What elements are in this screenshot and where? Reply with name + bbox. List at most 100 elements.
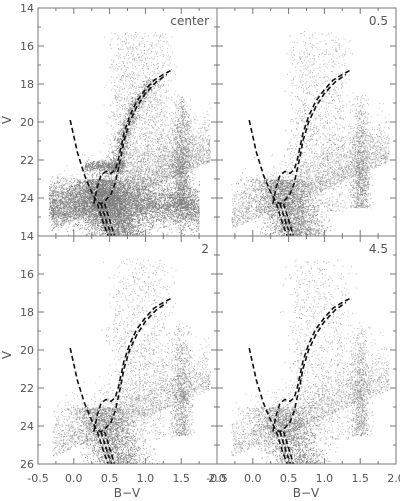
star-point (128, 72, 130, 74)
star-point (146, 202, 148, 204)
star-point (53, 221, 55, 223)
star-point (162, 75, 164, 77)
star-point (163, 41, 165, 43)
star-point (119, 193, 121, 195)
star-point (180, 97, 182, 99)
star-point (182, 109, 184, 110)
star-point (194, 174, 196, 176)
star-point (85, 207, 87, 209)
star-point (174, 166, 176, 168)
star-point (109, 104, 111, 106)
star-point (186, 179, 188, 180)
star-point (185, 134, 187, 135)
star-point (175, 176, 176, 178)
star-point (113, 170, 115, 171)
star-point (187, 188, 189, 190)
star-point (180, 102, 182, 104)
star-point (152, 153, 153, 155)
star-point (63, 170, 65, 171)
star-point (154, 99, 156, 101)
star-point (157, 162, 159, 164)
star-point (141, 122, 143, 124)
star-point (186, 113, 187, 115)
star-point (179, 154, 181, 156)
star-point (147, 175, 149, 177)
star-point (170, 161, 172, 163)
star-point (182, 193, 184, 195)
star-point (181, 99, 183, 100)
star-point (124, 170, 126, 172)
star-point (171, 186, 173, 188)
star-point (188, 205, 190, 207)
star-point (132, 201, 134, 203)
star-point (183, 146, 185, 147)
star-point (156, 192, 158, 194)
star-point (59, 223, 61, 224)
star-point (152, 115, 154, 117)
star-point (141, 91, 143, 92)
star-point (145, 134, 146, 136)
star-point (164, 157, 166, 159)
star-point (96, 174, 97, 175)
star-point (181, 133, 183, 135)
star-point (128, 47, 129, 49)
star-point (184, 162, 186, 163)
star-point (185, 181, 187, 182)
star-point (164, 133, 166, 134)
star-point (180, 193, 182, 194)
star-point (185, 142, 187, 144)
star-point (125, 186, 127, 187)
star-point (129, 140, 131, 142)
star-point (159, 148, 161, 149)
star-point (183, 192, 185, 193)
star-point (178, 195, 180, 197)
star-point (127, 52, 128, 54)
star-point (178, 146, 180, 148)
star-point (185, 120, 186, 122)
star-point (190, 129, 192, 131)
star-point (179, 193, 181, 194)
star-point (118, 48, 119, 49)
star-point (135, 192, 136, 194)
star-point (156, 171, 158, 173)
star-point (133, 74, 135, 76)
star-point (172, 195, 174, 197)
star-point (134, 86, 135, 87)
star-point (150, 72, 152, 74)
star-point (179, 114, 181, 116)
star-point (176, 140, 178, 142)
star-point (190, 123, 192, 125)
star-point (118, 75, 120, 77)
star-point (124, 88, 125, 90)
star-point (181, 138, 183, 140)
star-point (109, 117, 111, 119)
star-point (146, 183, 148, 185)
star-point (141, 177, 143, 179)
star-point (161, 143, 163, 145)
star-point (62, 219, 64, 221)
star-point (170, 139, 172, 141)
star-point (200, 130, 201, 131)
star-point (182, 188, 184, 189)
star-point (181, 176, 183, 178)
star-point (176, 136, 178, 137)
star-point (134, 178, 136, 180)
star-point (134, 179, 136, 181)
star-point (167, 149, 169, 150)
star-point (147, 194, 149, 196)
star-point (195, 154, 197, 156)
star-point (209, 158, 211, 160)
star-point (136, 35, 138, 37)
star-point (155, 194, 156, 196)
star-point (116, 184, 118, 186)
star-point (127, 153, 129, 155)
star-point (178, 153, 179, 155)
star-point (140, 147, 142, 149)
star-point (129, 153, 131, 155)
star-point (175, 181, 177, 183)
star-point (168, 158, 170, 160)
star-point (176, 182, 177, 184)
star-point (125, 76, 127, 77)
star-point (185, 201, 187, 203)
star-point (151, 179, 153, 181)
